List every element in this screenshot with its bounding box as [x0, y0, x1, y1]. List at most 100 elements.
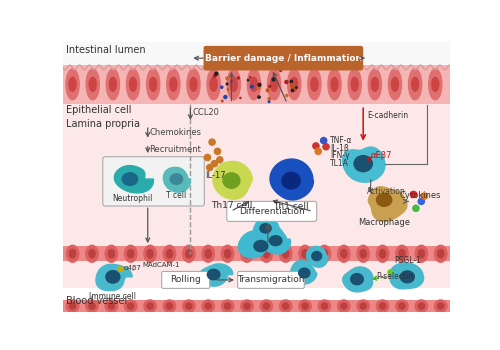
Ellipse shape	[89, 250, 95, 258]
FancyBboxPatch shape	[162, 272, 210, 288]
Ellipse shape	[290, 77, 298, 91]
Ellipse shape	[399, 250, 405, 258]
Ellipse shape	[222, 300, 234, 312]
Ellipse shape	[372, 77, 378, 91]
Circle shape	[285, 80, 288, 84]
Ellipse shape	[302, 303, 308, 309]
Ellipse shape	[208, 270, 220, 280]
Text: Immune cell: Immune cell	[90, 292, 136, 301]
Ellipse shape	[230, 77, 237, 91]
Text: P-selectin: P-selectin	[376, 272, 414, 281]
Circle shape	[323, 144, 329, 150]
Ellipse shape	[354, 156, 372, 172]
Ellipse shape	[250, 77, 258, 91]
Polygon shape	[213, 161, 252, 199]
Ellipse shape	[260, 300, 272, 312]
Ellipse shape	[340, 250, 347, 258]
Text: TL1A: TL1A	[330, 159, 349, 168]
Ellipse shape	[312, 252, 322, 260]
Ellipse shape	[311, 77, 318, 91]
Ellipse shape	[210, 77, 217, 91]
Ellipse shape	[415, 245, 428, 262]
Polygon shape	[368, 187, 407, 221]
Circle shape	[214, 75, 216, 77]
Ellipse shape	[270, 77, 278, 91]
Ellipse shape	[147, 303, 153, 309]
Ellipse shape	[144, 245, 156, 262]
Circle shape	[268, 85, 271, 88]
Text: Lamina propria: Lamina propria	[66, 119, 140, 129]
Ellipse shape	[415, 300, 428, 312]
Ellipse shape	[338, 245, 350, 262]
Circle shape	[418, 198, 424, 204]
Ellipse shape	[302, 250, 308, 258]
Ellipse shape	[106, 271, 120, 283]
Circle shape	[410, 191, 416, 197]
Ellipse shape	[248, 69, 260, 100]
Ellipse shape	[380, 250, 386, 258]
Ellipse shape	[338, 300, 350, 312]
Circle shape	[204, 154, 210, 161]
Polygon shape	[390, 263, 424, 289]
Ellipse shape	[106, 69, 120, 100]
Ellipse shape	[376, 194, 392, 206]
Ellipse shape	[322, 250, 328, 258]
Text: Th1 cell: Th1 cell	[274, 202, 309, 211]
FancyBboxPatch shape	[204, 46, 363, 70]
Ellipse shape	[205, 250, 212, 258]
Text: Intestinal lumen: Intestinal lumen	[66, 45, 145, 55]
Ellipse shape	[66, 245, 79, 262]
Circle shape	[250, 77, 251, 78]
Ellipse shape	[376, 300, 389, 312]
Polygon shape	[238, 230, 274, 258]
Ellipse shape	[348, 69, 362, 100]
Ellipse shape	[128, 303, 134, 309]
Circle shape	[290, 80, 292, 83]
Ellipse shape	[124, 245, 137, 262]
Text: α4β7: α4β7	[124, 265, 142, 271]
Ellipse shape	[260, 224, 271, 233]
Circle shape	[258, 96, 260, 98]
Ellipse shape	[282, 303, 289, 309]
Circle shape	[413, 205, 419, 211]
Circle shape	[286, 94, 288, 97]
Ellipse shape	[351, 77, 358, 91]
FancyBboxPatch shape	[238, 272, 304, 288]
Circle shape	[222, 100, 223, 102]
Ellipse shape	[126, 69, 140, 100]
Ellipse shape	[331, 77, 338, 91]
Ellipse shape	[163, 300, 175, 312]
FancyBboxPatch shape	[227, 201, 316, 222]
Ellipse shape	[166, 69, 180, 100]
Ellipse shape	[400, 271, 414, 283]
Ellipse shape	[69, 77, 76, 91]
Ellipse shape	[318, 300, 330, 312]
Text: Differentiation: Differentiation	[239, 207, 304, 216]
Text: Recruitment: Recruitment	[150, 145, 201, 154]
Ellipse shape	[170, 174, 182, 184]
Ellipse shape	[66, 300, 79, 312]
Ellipse shape	[70, 250, 75, 258]
Ellipse shape	[222, 245, 234, 262]
Text: Transmigration: Transmigration	[237, 275, 304, 285]
Circle shape	[238, 77, 240, 79]
Ellipse shape	[241, 245, 253, 262]
Ellipse shape	[224, 303, 230, 309]
Ellipse shape	[224, 250, 230, 258]
Ellipse shape	[434, 300, 447, 312]
Ellipse shape	[130, 77, 136, 91]
Ellipse shape	[350, 274, 364, 285]
Polygon shape	[270, 159, 314, 200]
Ellipse shape	[357, 245, 370, 262]
Ellipse shape	[186, 250, 192, 258]
Ellipse shape	[166, 250, 172, 258]
Text: αEβ7: αEβ7	[371, 152, 392, 160]
Circle shape	[266, 89, 269, 92]
Circle shape	[294, 88, 295, 89]
Ellipse shape	[270, 236, 282, 246]
Ellipse shape	[182, 245, 195, 262]
Text: Th17 cell: Th17 cell	[211, 201, 252, 210]
Ellipse shape	[244, 303, 250, 309]
Ellipse shape	[282, 172, 300, 189]
Circle shape	[214, 148, 220, 154]
